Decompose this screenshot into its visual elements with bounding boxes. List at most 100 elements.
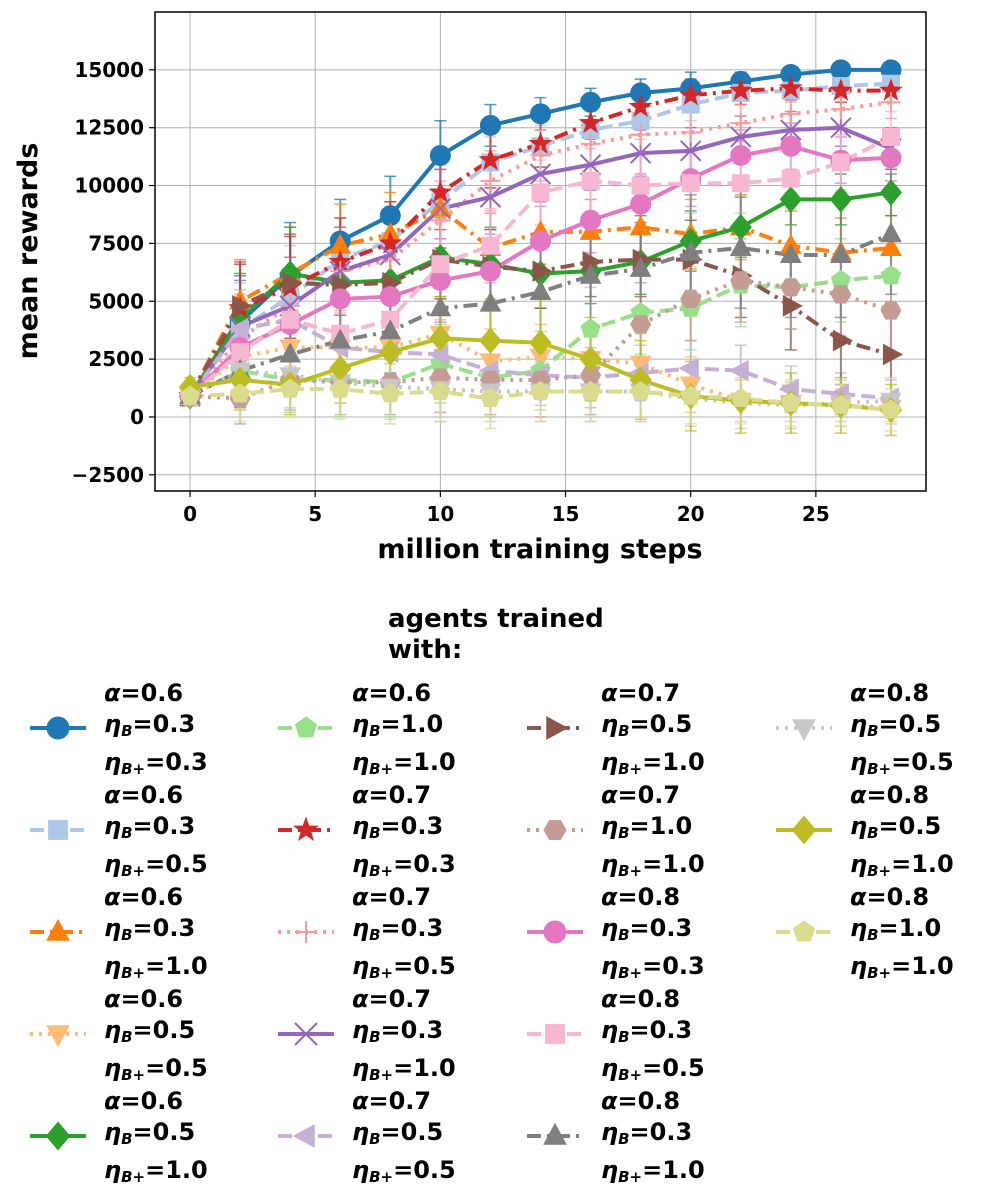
- legend-swatch: [527, 1122, 583, 1145]
- legend-marker: [792, 719, 816, 742]
- legend-entry: α=0.6 ηB=0.3 ηB+=0.5: [0, 780, 248, 880]
- legend-entry: α=0.8 ηB=0.3 ηB+=0.5: [497, 984, 745, 1084]
- series-line-9: [188, 317, 892, 401]
- data-point-s16-p8: [579, 345, 602, 373]
- data-point-s8-p4-b: [379, 244, 402, 266]
- data-point-s13-p7: [531, 183, 550, 202]
- legend-swatch: [30, 918, 86, 941]
- data-point-s0-p13: [830, 59, 852, 81]
- data-point-s10-p14: [882, 343, 904, 366]
- data-point-s11-p11: [730, 271, 752, 290]
- data-point-s11-p9: [630, 315, 652, 334]
- data-point-s0-p8: [580, 91, 602, 113]
- data-point-s17-p12: [780, 392, 801, 412]
- legend-swatch: [278, 1022, 334, 1046]
- data-point-s8-p5: [429, 197, 452, 220]
- data-point-s1-p9: [631, 111, 650, 130]
- legend-swatch: [30, 1025, 86, 1048]
- data-point-s14-p13: [830, 242, 852, 263]
- data-point-s8-p10-b: [679, 140, 702, 162]
- legend-label: α=0.7 ηB=0.5 ηB+=1.0: [601, 679, 705, 778]
- y-tick-label: 7500: [88, 231, 144, 255]
- legend: agents trained with: α=0.6 ηB=0.3 ηB+=0.3 α…: [0, 600, 996, 1199]
- data-point-s10-p2: [282, 271, 303, 294]
- y-tick-label: 12500: [74, 116, 144, 140]
- data-point-s17-p6: [480, 387, 501, 408]
- data-point-s12-p11: [730, 144, 752, 166]
- data-point-s17-p1: [230, 383, 251, 403]
- legend-swatch: [30, 820, 86, 840]
- data-point-s8-p8: [579, 154, 602, 176]
- legend-marker: [792, 920, 816, 942]
- data-point-s7-p14: [880, 92, 901, 113]
- legend-marker: [46, 918, 70, 941]
- data-point-s13-p14: [881, 127, 900, 146]
- y-tick-label: 0: [130, 405, 144, 429]
- data-point-s17-p9: [630, 380, 651, 401]
- data-point-s4-p12: [779, 186, 802, 213]
- legend-entry: α=0.6 ηB=0.3 ηB+=0.3: [0, 678, 248, 778]
- data-point-s0-p5: [429, 144, 451, 166]
- legend-entry: α=0.6 ηB=0.5 ηB+=0.5: [0, 984, 248, 1084]
- legend-marker: [292, 1124, 315, 1148]
- legend-label: α=0.7 ηB=0.3 ηB+=0.5: [352, 883, 456, 982]
- x-tick-label: 20: [677, 502, 705, 526]
- legend-label: α=0.8 ηB=1.0 ηB+=1.0: [850, 883, 954, 982]
- data-point-s14-p5: [429, 296, 452, 317]
- data-point-s16-p4: [379, 338, 402, 366]
- x-axis-label: million training steps: [377, 534, 702, 565]
- x-tick-label: 15: [552, 502, 580, 526]
- data-point-s4-p14: [879, 179, 903, 206]
- legend-swatch: [527, 1024, 583, 1044]
- data-point-s8-p11: [730, 126, 752, 148]
- data-point-s6-p6: [478, 147, 503, 171]
- data-point-s13-p5: [431, 255, 450, 274]
- legend-entry: α=0.7 ηB=1.0 ηB+=1.0: [497, 780, 745, 880]
- data-point-s8-p9-b: [629, 142, 652, 164]
- legend-entry: α=0.7 ηB=0.3 ηB+=0.5: [248, 882, 496, 982]
- line-chart: 0 5 10 15 20 25 −2500 0 2500 5000 7500 10000 12500 1…: [13, 11, 927, 565]
- legend-swatch: [776, 920, 832, 942]
- legend-swatch: [527, 920, 583, 944]
- data-point-s8-p9: [629, 142, 652, 164]
- legend-marker: [294, 716, 318, 738]
- data-point-s9-p10: [678, 357, 699, 380]
- data-point-s17-p11: [730, 387, 751, 408]
- data-point-s17-p10: [680, 385, 701, 405]
- data-point-s13-p8: [581, 171, 600, 190]
- x-tick-label: 25: [802, 502, 830, 526]
- data-point-s14-p11: [729, 235, 752, 257]
- data-point-s7-p4: [380, 249, 401, 270]
- legend-marker: [294, 1022, 318, 1046]
- data-point-s10-p12: [782, 295, 803, 317]
- legend-entry: α=0.6 ηB=0.3 ηB+=1.0: [0, 882, 248, 982]
- data-point-s8-p5-b: [429, 197, 452, 220]
- data-point-s9-p1: [228, 318, 249, 340]
- data-point-s8-p11-b: [730, 126, 752, 148]
- data-point-s14-p12: [779, 242, 802, 263]
- legend-marker: [791, 815, 817, 845]
- data-point-s6-p13: [829, 78, 853, 101]
- data-point-s7-p12: [780, 103, 801, 124]
- data-point-s10-p8: [582, 251, 603, 273]
- data-point-s14-p3: [329, 328, 352, 349]
- data-point-s8-p13-b: [830, 116, 852, 139]
- data-point-s13-p13: [831, 153, 850, 172]
- legend-entry: α=0.7 ηB=0.3 ηB+=1.0: [248, 984, 496, 1084]
- legend-entry: α=0.6 ηB=1.0 ηB+=1.0: [248, 678, 496, 778]
- data-point-s14-p14: [880, 222, 902, 243]
- data-point-s8-p6-b: [479, 186, 502, 208]
- legend-entry: α=0.7 ηB=0.5 ηB+=0.5: [248, 1086, 496, 1186]
- data-point-s16-p7: [529, 329, 552, 357]
- data-point-s7-p5: [430, 210, 451, 231]
- y-tick-label: 15000: [74, 58, 144, 82]
- data-point-s17-p13: [830, 394, 851, 414]
- data-point-s14-p8: [579, 263, 602, 284]
- y-axis-label: mean rewards: [13, 143, 44, 360]
- data-point-s13-p6: [481, 236, 500, 255]
- y-tick-label: 10000: [74, 174, 144, 198]
- legend-label: α=0.7 ηB=0.3 ηB+=0.3: [352, 781, 456, 880]
- data-point-s12-p12: [780, 135, 802, 157]
- legend-entry: α=0.8 ηB=0.3 ηB+=0.3: [497, 882, 745, 982]
- legend-label: α=0.8 ηB=0.3 ηB+=1.0: [601, 1087, 705, 1186]
